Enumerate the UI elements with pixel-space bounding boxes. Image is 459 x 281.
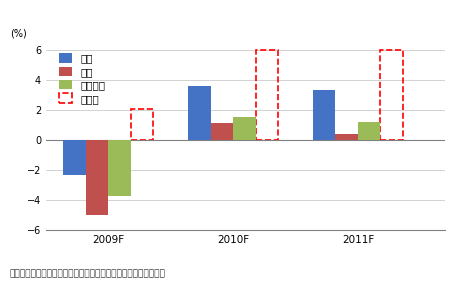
Bar [188,86,211,140]
Bar [211,123,233,140]
Bar [336,134,358,140]
Bar [233,117,256,140]
Legend: 米国, 日本, ユーロ圏, 新興国: 米国, 日本, ユーロ圏, 新興国 [55,49,109,108]
Text: (%): (%) [10,28,27,38]
Text: 出所：ドイツ銀行グローバルマーケットリサーチ、筆者リサーチ: 出所：ドイツ銀行グローバルマーケットリサーチ、筆者リサーチ [9,269,165,278]
Text: 図表①：主要国の経済見通し: 図表①：主要国の経済見通し [5,11,127,26]
Bar [108,140,131,196]
Bar [313,90,336,140]
Bar [358,122,381,140]
Bar [63,140,86,175]
Bar [86,140,108,215]
